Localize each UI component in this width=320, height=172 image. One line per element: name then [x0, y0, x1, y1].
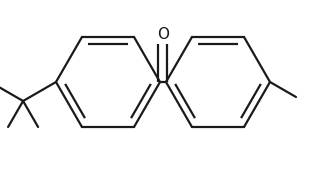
Text: O: O [157, 26, 169, 41]
